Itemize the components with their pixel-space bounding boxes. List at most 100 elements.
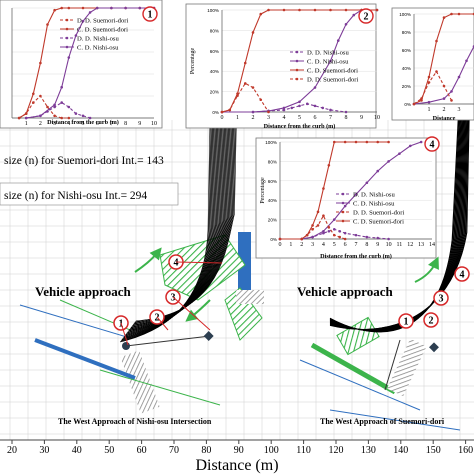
legend-marker [65,45,69,49]
location-marker-label: 3 [171,293,176,304]
data-point [365,140,369,144]
legend-entry: D. D. Suemori-dori [353,209,404,216]
panel-badge [358,8,374,24]
data-point [39,94,42,98]
data-point [457,75,461,79]
lane-marking-blue [34,338,136,380]
inset-x-tick-label: 10 [386,242,392,248]
legend-marker [341,210,345,214]
data-point [53,8,56,12]
legend-entry: C. D. Suemori-dori [353,218,404,225]
x-tick-label: 90 [234,445,244,456]
legend-marker [65,18,69,22]
legend-entry: C. D. Nishi-osu [307,58,349,65]
data-point [327,226,331,229]
sample-size-box: size (n) for Suemori-dori Int.= 143 size… [0,155,179,206]
data-point [67,116,71,120]
inset-x-tick-label: 11 [397,242,403,248]
data-point [343,140,347,144]
data-point [67,56,71,59]
trajectory [120,119,212,342]
curb-line [329,409,461,431]
panel-badge [142,6,158,22]
data-point [81,19,85,23]
approach-arrow [185,299,211,322]
legend-entry: D. D. Suemori-dori [77,17,128,24]
inset-x-tick-label: 2 [300,242,303,248]
approach-arrow [414,256,439,283]
curb-line [299,359,421,411]
data-point [300,237,304,241]
marker-leader [175,261,223,264]
legend-marker [341,192,345,196]
inset-chart-4: 0%20%40%60%80%100%0 1 2 3 4 5 6 7 8 9 10 11 12 13 14Di… [255,136,440,260]
data-point [332,228,336,231]
data-point [376,140,380,144]
data-point [298,104,301,108]
data-point [376,169,380,173]
data-point [354,140,358,144]
data-point [408,144,412,148]
curb-marker [203,331,214,341]
suemori-dori-intersection [299,119,470,431]
data-point [329,59,332,63]
legend-entry: C. D. Nishi-osu [77,44,119,51]
data-point [124,6,127,10]
data-point [352,13,356,17]
data-point [251,86,255,89]
inset-x-tick-label: 4 [283,115,286,121]
legend-entry: C. D. Nishi-osu [353,200,395,207]
trajectory [121,119,213,341]
x-tick-label: 140 [393,445,408,456]
location-marker-label: 2 [429,316,434,327]
location-marker-label: 1 [404,317,409,328]
legend-marker [65,36,69,40]
data-point [259,12,263,16]
data-point [450,90,453,93]
x-tick-label: 120 [329,445,344,456]
data-point [442,84,446,88]
x-tick-label: 130 [361,445,376,456]
data-point [313,104,317,108]
data-point [332,233,336,237]
data-point [322,231,325,235]
marker-leader [172,296,211,331]
inset-x-tick-label: 0 [279,242,282,248]
marker-leader [156,316,169,331]
location-markers: 12341234 [113,254,470,346]
legend-entry: D. D. Nishi-osu [353,191,395,198]
data-point [435,39,438,43]
location-marker-label: 4 [174,258,179,269]
inset-x-tick-label: 12 [407,242,413,248]
data-point [322,187,325,190]
data-point [344,8,348,12]
data-point [354,233,358,237]
inset-x-tick-label: 3 [311,242,314,248]
data-point [329,108,332,112]
data-point [282,106,286,110]
legend-entry: C. D. Suemori-dori [77,26,128,33]
data-point [316,210,320,214]
data-point [267,8,270,12]
inset-y-tick-label: 80% [268,159,277,164]
panel-badge-label: 1 [148,10,153,21]
data-point [435,70,438,73]
inset-x-tick-label: 3 [53,121,56,127]
inset-x-tick-label: 6 [314,115,317,121]
trajectory [123,119,217,338]
data-point [251,31,255,34]
data-point [110,6,113,10]
inset-x-tick-label: 13 [418,242,424,248]
data-point [236,94,239,97]
data-point [427,100,431,104]
hatched-area [336,316,380,356]
series-line [221,9,377,113]
panel-badge [424,136,440,152]
approach-label-right: Vehicle approach [297,284,393,299]
data-point [375,8,379,12]
location-marker-label: 3 [439,294,444,305]
inset-x-tick-label: 1 [236,115,239,121]
data-point [259,98,263,102]
data-point [39,61,42,65]
trajectory [122,119,216,339]
